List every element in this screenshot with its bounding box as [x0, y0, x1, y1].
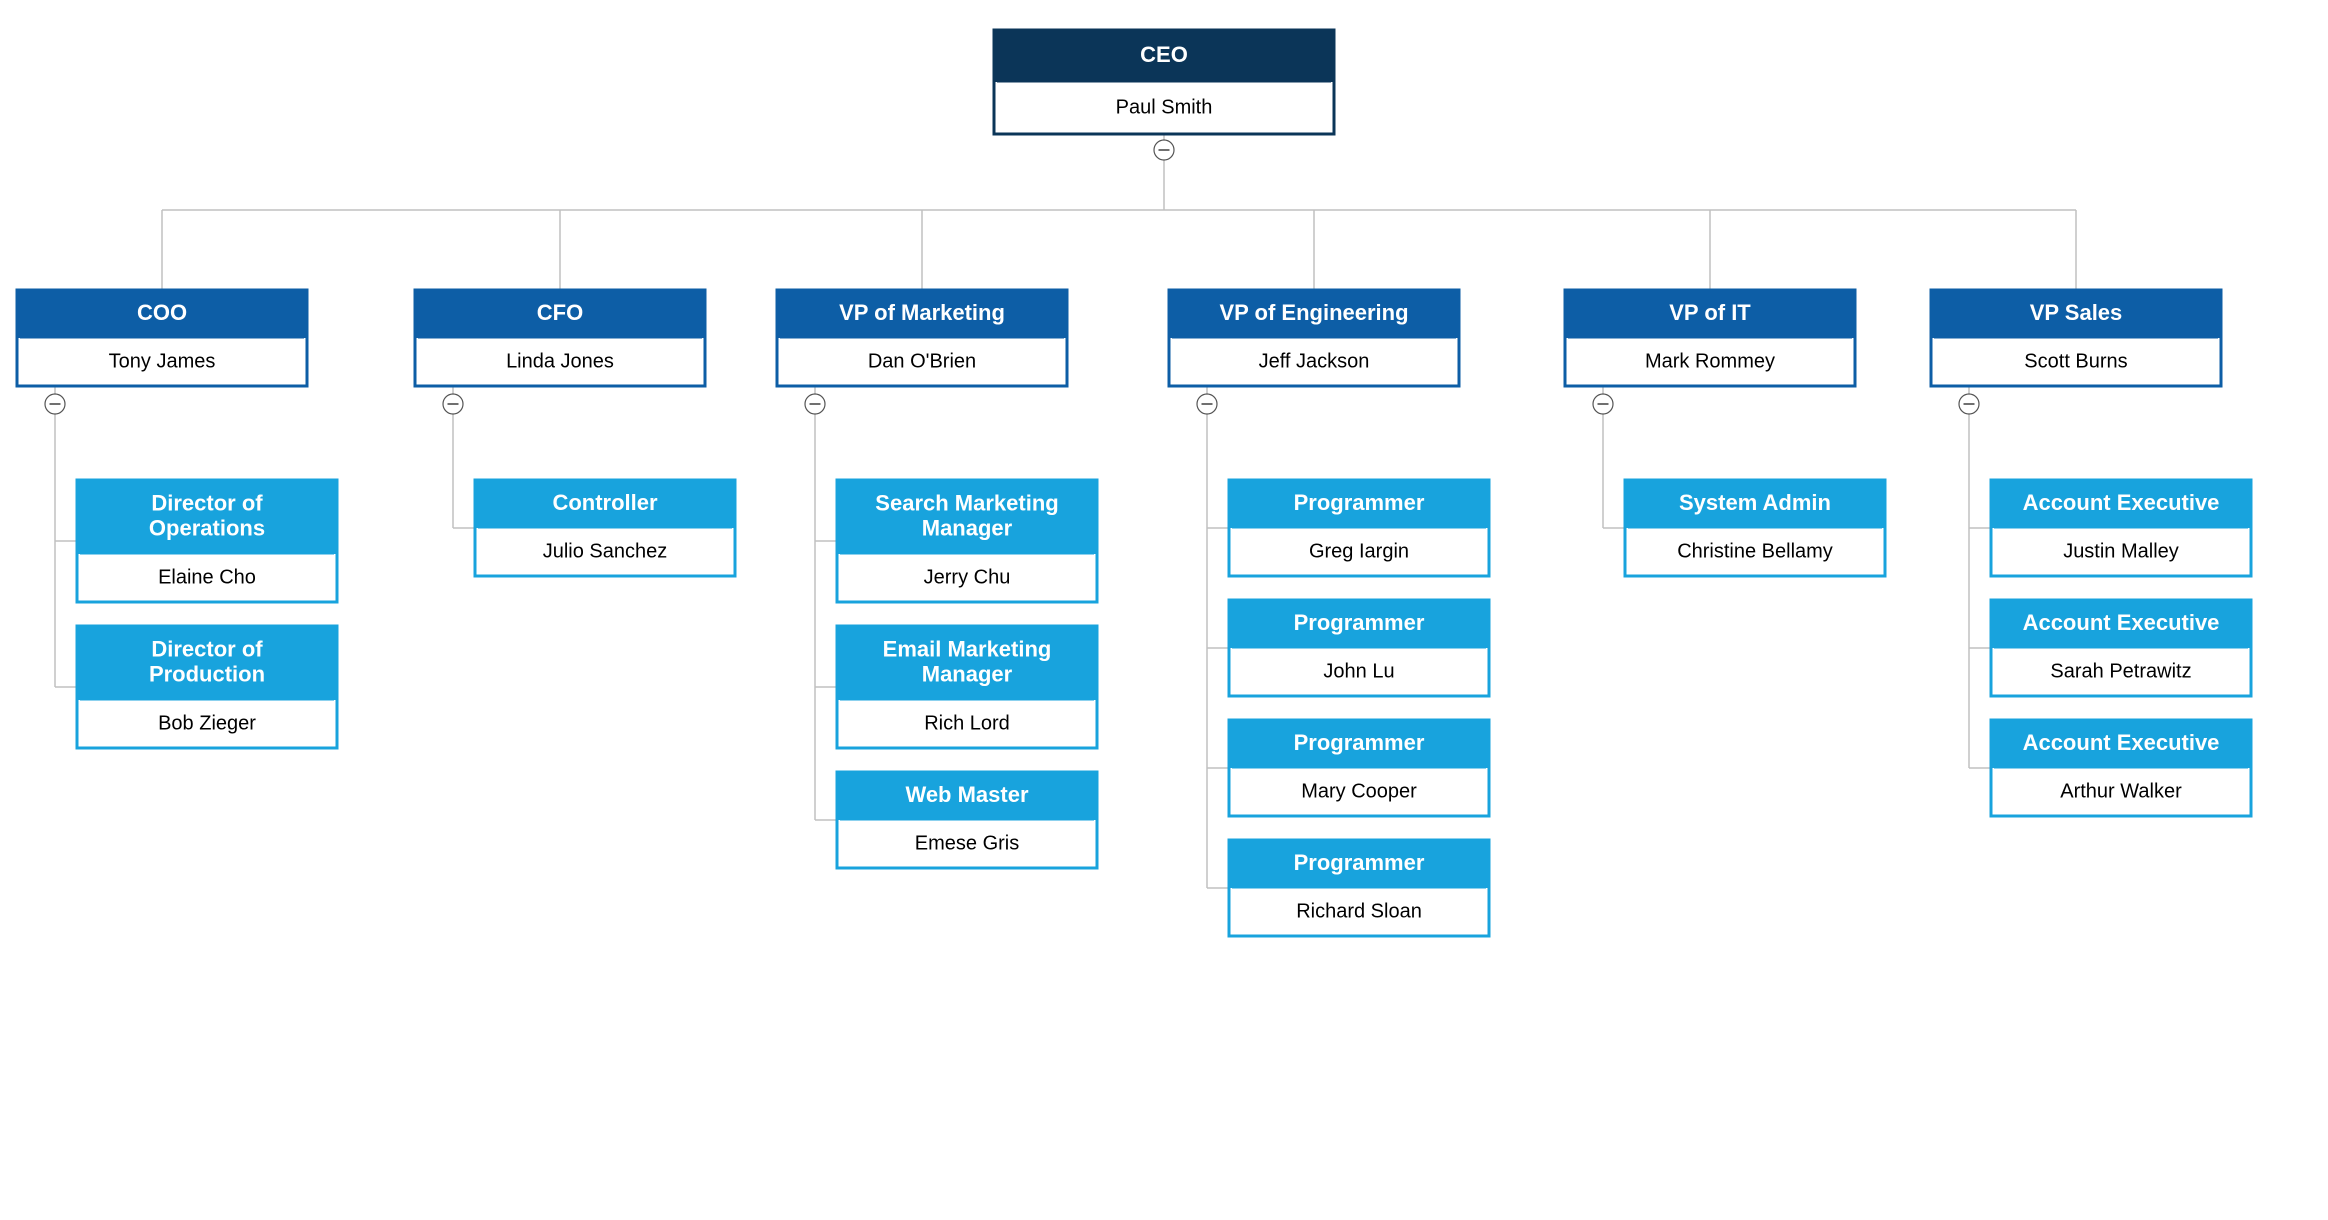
org-node-l2-5-2: Account Executive Arthur Walker [1991, 720, 2251, 816]
org-node-l1-2: VP of Marketing Dan O'Brien [777, 290, 1067, 386]
node-title: Director ofOperations [149, 490, 265, 540]
node-title: Director ofProduction [149, 636, 265, 686]
org-node-l2-3-1: Programmer John Lu [1229, 600, 1489, 696]
node-name: Richard Sloan [1296, 900, 1422, 922]
node-title: Account Executive [2023, 610, 2220, 635]
node-name: John Lu [1323, 660, 1394, 682]
org-node-l2-3-0: Programmer Greg Iargin [1229, 480, 1489, 576]
org-node-l1-3: VP of Engineering Jeff Jackson [1169, 290, 1459, 386]
org-node-l2-3-3: Programmer Richard Sloan [1229, 840, 1489, 936]
org-node-l2-0-0: Director ofOperations Elaine Cho [77, 480, 337, 602]
node-title: Account Executive [2023, 490, 2220, 515]
org-node-l2-3-2: Programmer Mary Cooper [1229, 720, 1489, 816]
node-name: Paul Smith [1116, 96, 1213, 118]
node-name: Bob Zieger [158, 712, 256, 734]
node-title: Programmer [1294, 850, 1425, 875]
node-name: Scott Burns [2024, 350, 2127, 372]
org-node-l2-0-1: Director ofProduction Bob Zieger [77, 626, 337, 748]
node-name: Rich Lord [924, 712, 1010, 734]
node-name: Mary Cooper [1301, 780, 1417, 802]
node-name: Jeff Jackson [1259, 350, 1370, 372]
collapse-toggle-l1-0[interactable] [45, 394, 65, 414]
node-title: CEO [1140, 42, 1188, 67]
org-node-l2-4-0: System Admin Christine Bellamy [1625, 480, 1885, 576]
node-name: Julio Sanchez [543, 540, 668, 562]
org-node-l1-1: CFO Linda Jones [415, 290, 705, 386]
org-node-l2-5-0: Account Executive Justin Malley [1991, 480, 2251, 576]
node-title: Controller [552, 490, 658, 515]
node-title: Programmer [1294, 610, 1425, 635]
node-title: CFO [537, 300, 583, 325]
node-title: Programmer [1294, 490, 1425, 515]
org-node-l1-0: COO Tony James [17, 290, 307, 386]
org-node-l2-2-2: Web Master Emese Gris [837, 772, 1097, 868]
org-node-ceo: CEO Paul Smith [994, 30, 1334, 134]
node-name: Linda Jones [506, 350, 614, 372]
node-name: Justin Malley [2063, 540, 2179, 562]
node-title: VP of Marketing [839, 300, 1005, 325]
collapse-toggle-l1-5[interactable] [1959, 394, 1979, 414]
collapse-toggle-ceo[interactable] [1154, 140, 1174, 160]
node-title: VP Sales [2030, 300, 2123, 325]
collapse-toggle-l1-4[interactable] [1593, 394, 1613, 414]
org-node-l1-5: VP Sales Scott Burns [1931, 290, 2221, 386]
org-chart: CEO Paul Smith COO Tony James Director ofOpe… [0, 0, 2328, 1220]
org-node-l2-2-1: Email MarketingManagerRich Lord [837, 626, 1097, 748]
collapse-toggle-l1-2[interactable] [805, 394, 825, 414]
collapse-toggle-l1-3[interactable] [1197, 394, 1217, 414]
org-node-l2-5-1: Account Executive Sarah Petrawitz [1991, 600, 2251, 696]
collapse-toggle-l1-1[interactable] [443, 394, 463, 414]
org-node-l2-2-0: Search MarketingManagerJerry Chu [837, 480, 1097, 602]
node-name: Arthur Walker [2060, 780, 2182, 802]
node-title: Programmer [1294, 730, 1425, 755]
node-title: COO [137, 300, 187, 325]
node-name: Dan O'Brien [868, 350, 976, 372]
node-title: Web Master [905, 782, 1029, 807]
cards-layer: CEO Paul Smith COO Tony James Director ofOpe… [17, 30, 2251, 936]
node-name: Tony James [109, 350, 216, 372]
node-name: Christine Bellamy [1677, 540, 1833, 562]
node-title: Account Executive [2023, 730, 2220, 755]
node-name: Sarah Petrawitz [2050, 660, 2191, 682]
node-name: Emese Gris [915, 832, 1019, 854]
node-name: Greg Iargin [1309, 540, 1409, 562]
org-node-l1-4: VP of IT Mark Rommey [1565, 290, 1855, 386]
node-name: Jerry Chu [924, 566, 1011, 588]
node-title: System Admin [1679, 490, 1831, 515]
node-title: VP of IT [1669, 300, 1751, 325]
node-name: Mark Rommey [1645, 350, 1775, 372]
node-title: VP of Engineering [1219, 300, 1408, 325]
node-name: Elaine Cho [158, 566, 256, 588]
org-node-l2-1-0: Controller Julio Sanchez [475, 480, 735, 576]
